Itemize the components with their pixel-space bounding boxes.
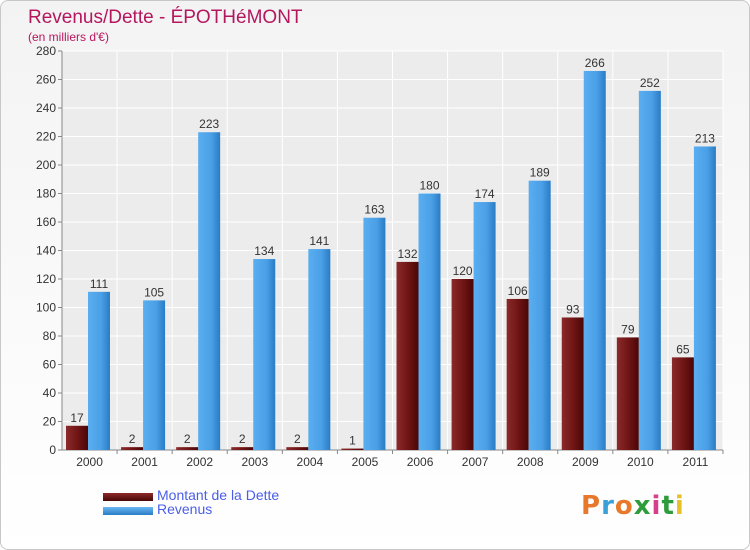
x-tick-label: 2011 <box>683 455 709 469</box>
value-label-revenue: 180 <box>419 179 439 193</box>
bar-revenue <box>418 193 441 450</box>
bar-revenue <box>88 291 110 450</box>
x-tick-label: 2007 <box>462 455 489 469</box>
y-tick-label: 180 <box>36 187 56 201</box>
x-tick-label: 2005 <box>352 455 379 469</box>
bar-debt <box>341 448 364 450</box>
bar-revenue <box>638 90 661 451</box>
value-label-revenue: 189 <box>530 166 550 180</box>
logo-letter: o <box>614 491 634 521</box>
legend-label-revenue: Revenus <box>157 501 213 517</box>
y-tick-label: 100 <box>36 301 56 315</box>
y-tick-label: 240 <box>36 101 56 115</box>
bar-revenue <box>473 202 496 450</box>
bar-revenue <box>253 259 276 450</box>
logo-letter: P <box>581 491 602 521</box>
x-tick-label: 2010 <box>627 455 654 469</box>
bar-debt <box>396 261 419 450</box>
y-tick-label: 60 <box>43 358 57 372</box>
bar-revenue <box>308 249 331 450</box>
value-label-debt: 93 <box>566 302 580 316</box>
legend-swatch-revenue <box>103 507 153 515</box>
bar-debt <box>66 425 88 450</box>
chart-title: Revenus/Dette - ÉPOTHéMONT <box>28 7 303 28</box>
bar-revenue <box>693 146 716 450</box>
value-label-debt: 79 <box>621 322 635 336</box>
y-tick-label: 140 <box>36 244 56 258</box>
value-label-debt: 17 <box>70 411 84 425</box>
value-label-debt: 1 <box>349 434 356 448</box>
value-label-debt: 2 <box>239 432 246 446</box>
x-tick-label: 2001 <box>131 455 158 469</box>
value-label-revenue: 111 <box>90 277 109 291</box>
x-tick-label: 2002 <box>186 455 213 469</box>
y-tick-label: 20 <box>43 415 57 429</box>
logo-letter: i <box>674 491 685 521</box>
bar-debt <box>451 279 474 450</box>
value-label-revenue: 141 <box>309 234 329 248</box>
value-label-revenue: 105 <box>144 285 164 299</box>
value-label-debt: 65 <box>676 342 690 356</box>
bar-revenue <box>198 132 221 450</box>
value-label-revenue: 134 <box>254 244 274 258</box>
x-tick-label: 2004 <box>297 455 324 469</box>
logo-letter: x <box>633 491 652 521</box>
x-tick-label: 2003 <box>241 455 268 469</box>
value-label-debt: 2 <box>294 432 301 446</box>
bar-debt <box>506 298 529 450</box>
proxiti-logo: Proxiti <box>581 491 685 521</box>
y-tick-label: 80 <box>43 329 57 343</box>
value-label-revenue: 163 <box>364 203 384 217</box>
bar-debt <box>231 447 254 450</box>
value-label-revenue: 266 <box>585 56 605 70</box>
bar-revenue <box>528 180 551 451</box>
value-label-debt: 2 <box>129 432 136 446</box>
y-tick-label: 120 <box>36 272 56 286</box>
logo-letter: t <box>661 491 675 521</box>
bar-debt <box>121 447 144 450</box>
y-tick-label: 160 <box>36 215 56 229</box>
value-label-debt: 106 <box>508 284 528 298</box>
bar-debt <box>176 447 199 450</box>
legend-swatch-debt <box>103 493 153 501</box>
value-label-debt: 2 <box>184 432 191 446</box>
bar-revenue <box>143 300 166 450</box>
legend-label-debt: Montant de la Dette <box>157 487 280 503</box>
bar-revenue <box>583 70 606 450</box>
chart-subtitle: (en milliers d'€) <box>28 30 109 44</box>
bar-debt <box>671 357 694 450</box>
logo-letter: r <box>601 491 615 521</box>
y-tick-label: 40 <box>43 386 57 400</box>
value-label-revenue: 223 <box>199 117 219 131</box>
value-label-revenue: 174 <box>475 187 495 201</box>
value-label-debt: 120 <box>453 264 473 278</box>
x-tick-label: 2008 <box>517 455 544 469</box>
y-tick-label: 200 <box>36 158 56 172</box>
y-tick-label: 260 <box>36 73 56 87</box>
bar-debt <box>286 447 309 450</box>
y-tick-label: 220 <box>36 130 56 144</box>
y-tick-label: 0 <box>49 443 56 457</box>
bar-revenue <box>363 217 386 450</box>
value-label-debt: 132 <box>397 247 417 261</box>
x-tick-label: 2000 <box>76 455 103 469</box>
bar-debt <box>561 317 584 450</box>
bar-debt <box>616 337 639 450</box>
x-tick-label: 2006 <box>407 455 434 469</box>
value-label-revenue: 252 <box>640 76 660 90</box>
y-tick-label: 280 <box>36 44 56 58</box>
logo-letter: i <box>651 491 662 521</box>
value-label-revenue: 213 <box>695 131 715 145</box>
x-tick-label: 2009 <box>572 455 599 469</box>
